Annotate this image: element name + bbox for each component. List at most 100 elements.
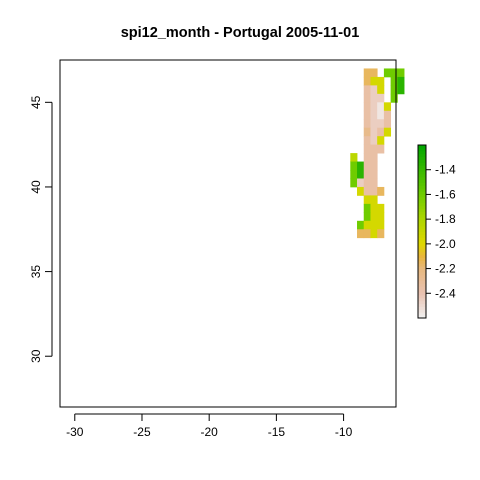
legend-color-step bbox=[418, 237, 426, 241]
legend-color-step bbox=[418, 170, 426, 175]
raster-cell bbox=[383, 102, 392, 112]
legend-color-step bbox=[418, 225, 426, 230]
x-tick-label: -10 bbox=[335, 425, 353, 439]
raster-cell bbox=[377, 186, 385, 196]
legend-color-step bbox=[418, 168, 426, 172]
legend-color-step bbox=[418, 283, 426, 287]
legend-color-step bbox=[418, 205, 426, 209]
legend-color-step bbox=[418, 268, 426, 273]
raster-cell bbox=[363, 85, 371, 95]
legend-color-step bbox=[418, 234, 426, 238]
raster-cell bbox=[397, 68, 405, 78]
raster-cell bbox=[370, 76, 378, 86]
y-tick-label: 30 bbox=[29, 349, 43, 363]
plot-frame bbox=[59, 59, 397, 408]
chart-title: spi12_month - Portugal 2005-11-01 bbox=[121, 25, 360, 41]
color-legend: -1.4 -1.6 -1.8 -2.0 -2.2 -2.4 bbox=[417, 144, 456, 319]
raster-cell bbox=[377, 76, 385, 86]
y-tick-label: 40 bbox=[29, 180, 43, 194]
raster-cell bbox=[390, 76, 398, 86]
legend-color-step bbox=[418, 222, 426, 227]
legend-color-step bbox=[418, 260, 426, 264]
raster-cell bbox=[363, 76, 371, 86]
legend-color-step bbox=[418, 306, 426, 310]
raster-cell bbox=[370, 195, 378, 205]
raster-cell bbox=[370, 85, 378, 95]
raster-cell bbox=[377, 127, 385, 137]
raster-layer bbox=[350, 68, 405, 239]
legend-color-step bbox=[418, 240, 426, 244]
legend-color-step bbox=[418, 294, 426, 299]
legend-color-step bbox=[418, 303, 426, 307]
raster-cell bbox=[370, 229, 378, 239]
legend-color-step bbox=[418, 194, 426, 198]
raster-cell bbox=[383, 68, 392, 78]
x-axis: -30 -25 -20 -15 -10 bbox=[66, 413, 353, 439]
legend-color-step bbox=[418, 208, 426, 212]
y-tick-label: 45 bbox=[29, 95, 43, 109]
raster-cell bbox=[370, 170, 378, 179]
legend-color-step bbox=[418, 315, 426, 319]
raster-cell bbox=[377, 136, 385, 146]
raster-cell bbox=[357, 170, 365, 179]
legend-color-step bbox=[418, 159, 426, 163]
raster-cell bbox=[377, 220, 385, 230]
raster-cell bbox=[370, 186, 378, 196]
legend-color-step bbox=[418, 162, 426, 166]
legend-color-step bbox=[418, 312, 426, 316]
raster-cell bbox=[357, 161, 365, 171]
legend-color-step bbox=[418, 196, 426, 201]
legend-color-step bbox=[418, 263, 426, 267]
raster-cell bbox=[363, 119, 371, 129]
raster-cell bbox=[350, 161, 358, 171]
raster-cell bbox=[363, 178, 371, 188]
raster-cell bbox=[363, 127, 371, 137]
legend-tick-label: -2.0 bbox=[435, 237, 456, 251]
legend-tick-label: -2.2 bbox=[435, 262, 456, 276]
raster-cell bbox=[363, 153, 371, 162]
x-tick-label: -25 bbox=[133, 425, 151, 439]
raster-cell bbox=[357, 229, 365, 239]
legend-color-step bbox=[418, 211, 426, 215]
legend-color-step bbox=[418, 277, 426, 282]
raster-cell bbox=[357, 186, 365, 196]
raster-cell bbox=[370, 68, 378, 78]
raster-cell bbox=[363, 68, 371, 78]
raster-cell bbox=[390, 93, 398, 103]
legend-color-step bbox=[418, 219, 426, 224]
raster-cell bbox=[377, 203, 385, 213]
legend-color-step bbox=[418, 228, 426, 232]
raster-cell bbox=[363, 93, 371, 103]
raster-cell bbox=[377, 229, 385, 239]
raster-cell bbox=[377, 119, 385, 129]
x-tick-label: -15 bbox=[268, 425, 286, 439]
raster-cell bbox=[383, 127, 392, 137]
legend-color-step bbox=[418, 214, 426, 218]
legend-color-step bbox=[418, 199, 426, 204]
legend-color-step bbox=[418, 150, 426, 155]
legend-color-step bbox=[418, 286, 426, 290]
y-axis: 30 35 40 45 bbox=[29, 95, 53, 363]
legend-color-step bbox=[418, 179, 426, 183]
legend-color-step bbox=[418, 147, 426, 152]
x-tick-label: -20 bbox=[201, 425, 219, 439]
raster-cell bbox=[397, 76, 405, 86]
raster-cell bbox=[363, 229, 371, 239]
legend-color-step bbox=[418, 254, 426, 258]
raster-cell bbox=[390, 85, 398, 95]
raster-cell bbox=[350, 178, 358, 188]
raster-cell bbox=[363, 110, 371, 120]
y-tick-label: 35 bbox=[29, 265, 43, 279]
legend-frame bbox=[417, 144, 427, 319]
raster-cell bbox=[363, 102, 371, 112]
raster-cell bbox=[370, 220, 378, 230]
raster-cell bbox=[377, 212, 385, 222]
legend-color-step bbox=[418, 188, 426, 192]
raster-cell bbox=[370, 136, 378, 146]
raster-cell bbox=[377, 85, 385, 95]
raster-cell bbox=[363, 144, 371, 154]
legend-color-step bbox=[418, 191, 426, 195]
legend-color-step bbox=[418, 165, 426, 169]
legend-color-step bbox=[418, 292, 426, 296]
